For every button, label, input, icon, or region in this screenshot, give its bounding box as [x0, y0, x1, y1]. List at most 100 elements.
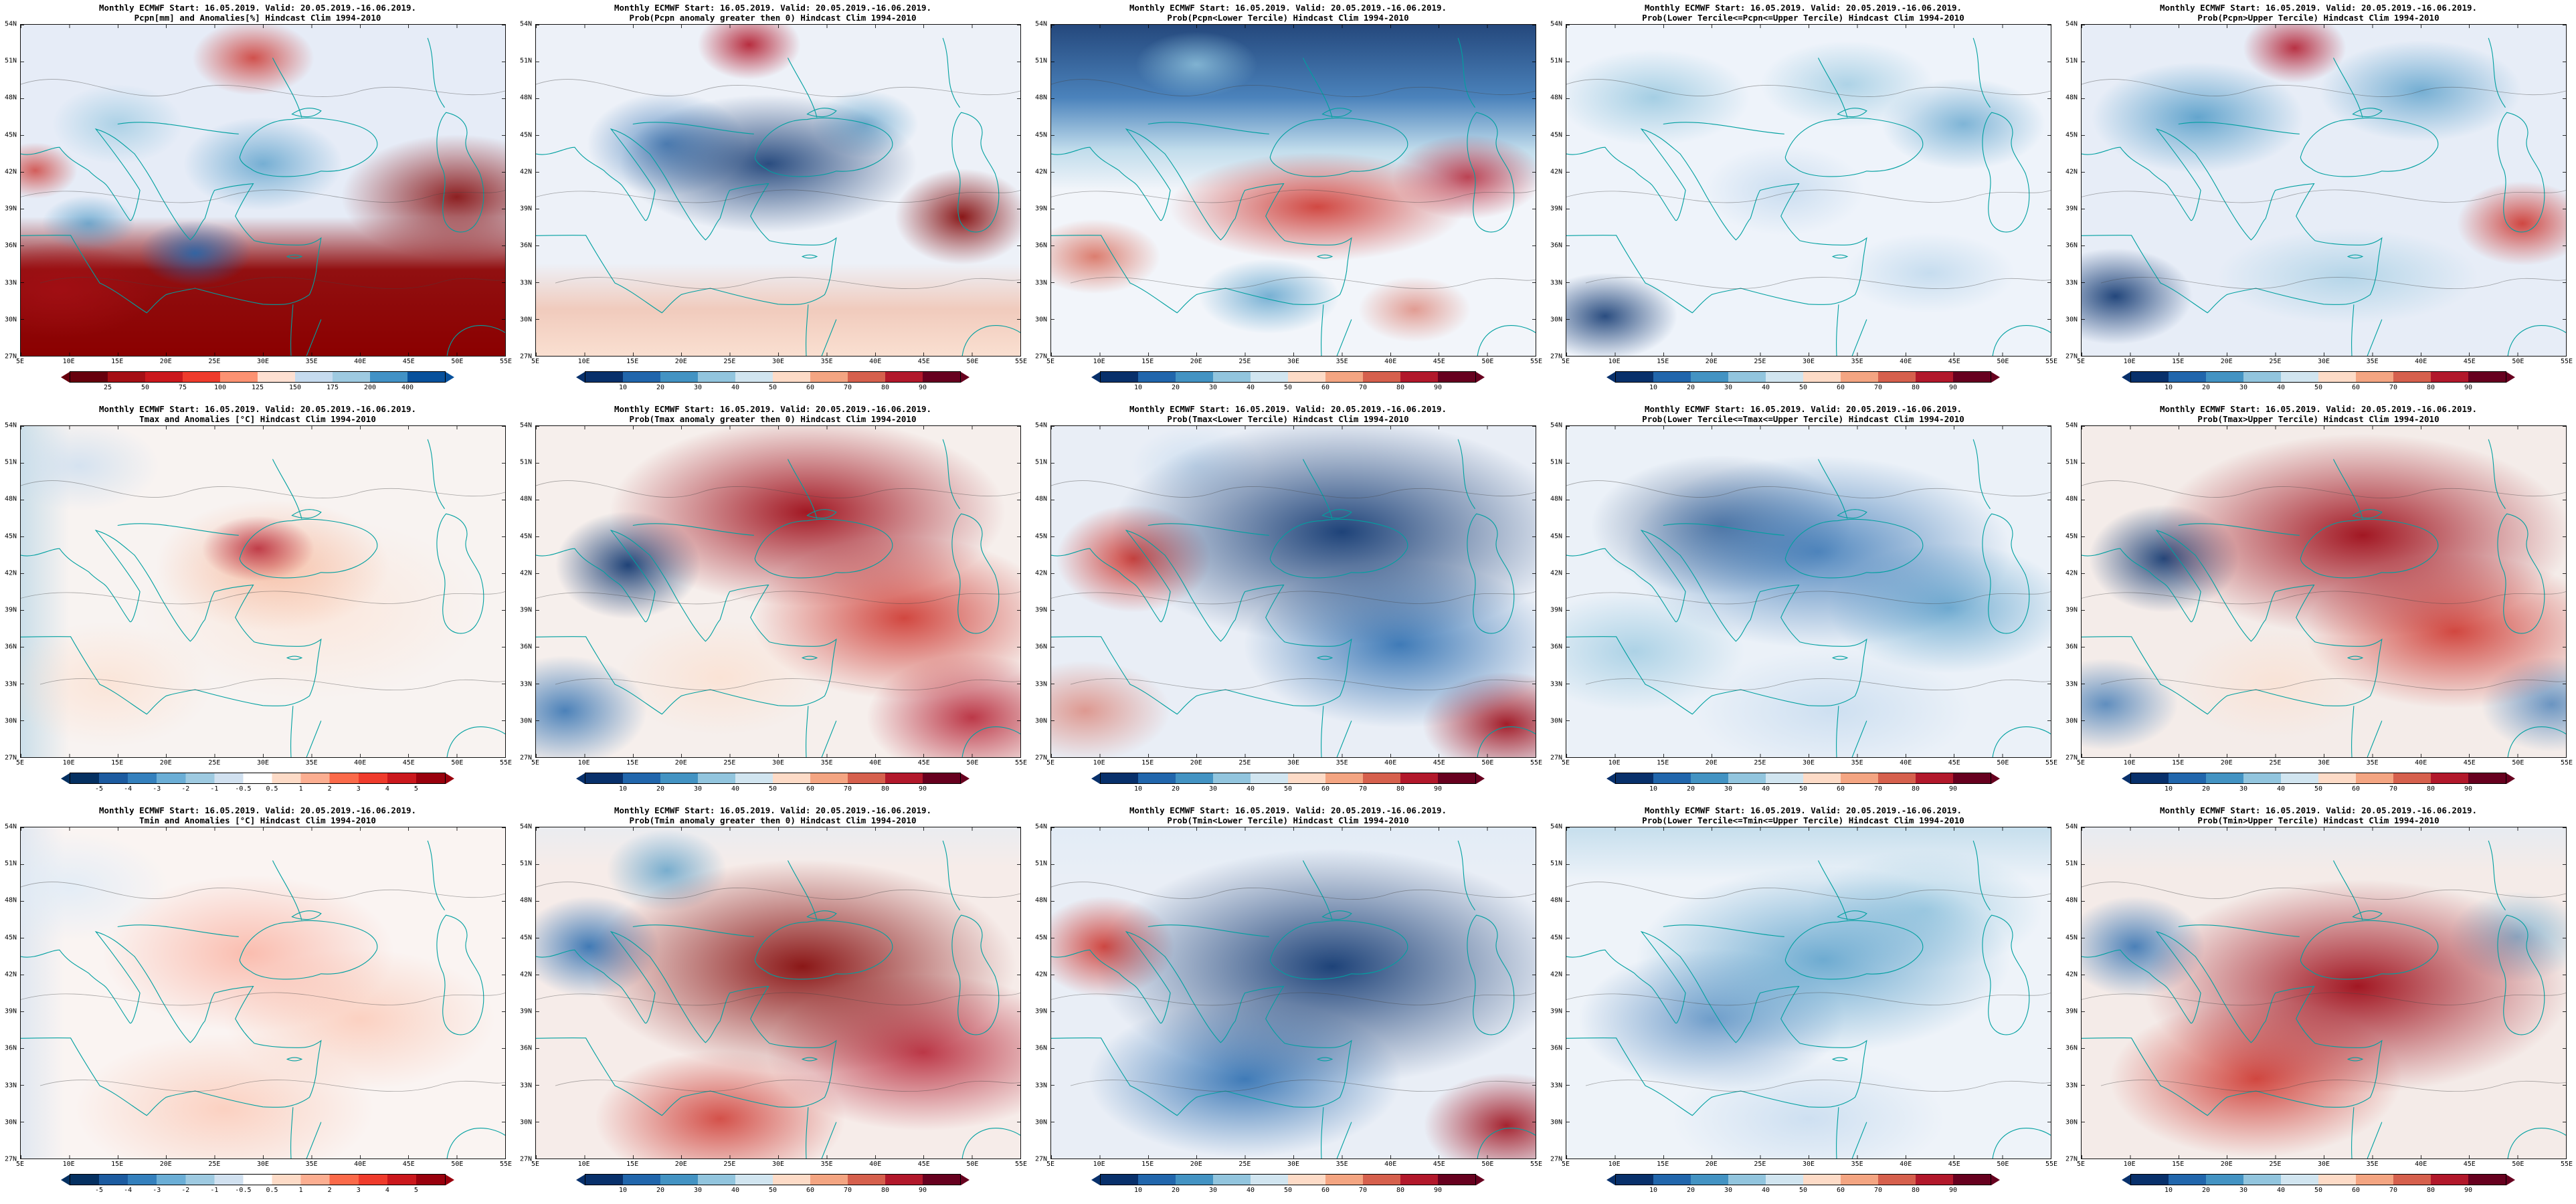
- latitude-axis: 54N 51N 48N 45N 42N 39N 36N 33N 30N 27N: [1030, 421, 1049, 762]
- lon-tick-label: 15E: [1141, 759, 1154, 767]
- lat-tick-label: 30N: [4, 1118, 17, 1126]
- panel-subtitle: Prob(Tmin anomaly greater then 0) Hindca…: [629, 815, 917, 825]
- latitude-axis: 54N 51N 48N 45N 42N 39N 36N 33N 30N 27N: [1546, 823, 1564, 1163]
- colorbar: [2122, 773, 2515, 784]
- lat-tick-label: 33N: [2065, 279, 2078, 287]
- lon-tick-label: 25E: [208, 1161, 221, 1168]
- colorbar-tick-label: 80: [2426, 384, 2435, 391]
- lat-tick-label: 51N: [4, 458, 17, 466]
- lon-tick-label: 10E: [1093, 759, 1105, 767]
- colorbar-tick-label: 80: [1911, 1187, 1920, 1194]
- latitude-axis: 54N 51N 48N 45N 42N 39N 36N 33N 30N 27N: [515, 21, 534, 361]
- colorbar-tick-label: -2: [181, 785, 190, 793]
- coastline-overlay: [21, 426, 505, 757]
- colorbar-tick-label: 20: [1171, 785, 1180, 793]
- colorbar-ticks: 10 20 30 40 50 60 70 80 90: [1616, 785, 1991, 794]
- colorbar-area: -5 -4 -3 -2 -1 -0.5 0.5 1 2 3 4 5: [0, 773, 515, 794]
- lat-tick-label: 48N: [4, 495, 17, 503]
- colorbar-tick-label: 50: [1283, 785, 1293, 793]
- lat-tick-label: 27N: [2065, 754, 2078, 762]
- colorbar-tick-label: 40: [1761, 1187, 1770, 1194]
- colorbar-tick-label: 10: [1133, 384, 1143, 391]
- lon-tick-label: 40E: [2415, 1161, 2427, 1168]
- colorbar-left-arrow: [61, 1174, 70, 1185]
- colorbar-left-arrow: [576, 773, 585, 784]
- lon-tick-label: 50E: [451, 1161, 464, 1168]
- colorbar-tick-label: 20: [2201, 384, 2211, 391]
- lat-tick-label: 36N: [1550, 1044, 1562, 1052]
- lon-tick-label: 30E: [1802, 358, 1815, 365]
- colorbar-tick-label: 0.5: [266, 785, 278, 793]
- colorbar-ticks: 10 20 30 40 50 60 70 80 90: [1101, 1187, 1475, 1195]
- lat-tick-label: 33N: [1034, 1082, 1047, 1090]
- lat-tick-label: 45N: [1034, 532, 1047, 540]
- lat-tick-label: 39N: [1550, 205, 1562, 213]
- lon-tick-label: 25E: [1238, 358, 1251, 365]
- lon-tick-label: 20E: [1190, 358, 1202, 365]
- colorbar-tick-label: -4: [124, 1187, 132, 1194]
- colorbar-ticks: 10 20 30 40 50 60 70 80 90: [585, 785, 960, 794]
- lat-tick-label: 42N: [2065, 569, 2078, 577]
- lon-tick-label: 50E: [1481, 358, 1494, 365]
- panel-subtitle: Pcpn[mm] and Anomalies[%] Hindcast Clim …: [134, 13, 381, 23]
- colorbar-area: 10 20 30 40 50 60 70 80 90: [1030, 1174, 1546, 1195]
- lat-tick-label: 27N: [1034, 754, 1047, 762]
- lon-tick-label: 5E: [1561, 358, 1570, 365]
- colorbar-tick-label: 10: [1133, 785, 1143, 793]
- colorbar-tick-label: 20: [656, 384, 665, 391]
- colorbar-tick-label: 30: [1724, 1187, 1733, 1194]
- lat-tick-label: 54N: [519, 421, 532, 429]
- lat-tick-label: 54N: [1550, 421, 1562, 429]
- colorbar-tick-label: 175: [326, 384, 339, 391]
- lat-tick-label: 36N: [2065, 643, 2078, 651]
- colorbar: [2122, 371, 2515, 383]
- lat-tick-label: 30N: [1034, 717, 1047, 725]
- lon-tick-label: 30E: [771, 358, 785, 365]
- colorbar-right-arrow: [446, 1174, 454, 1185]
- lon-tick-label: 20E: [674, 759, 687, 767]
- colorbar-tick-label: -3: [153, 1187, 161, 1194]
- colorbar-tick-label: 25: [103, 384, 112, 391]
- colorbar-tick-label: 50: [768, 785, 777, 793]
- lon-tick-label: 15E: [626, 358, 639, 365]
- lat-tick-label: 54N: [1034, 823, 1047, 831]
- lat-tick-label: 27N: [2065, 1155, 2078, 1163]
- lon-tick-label: 25E: [2269, 759, 2282, 767]
- colorbar-area: 10 20 30 40 50 60 70 80 90: [2061, 773, 2576, 794]
- lat-tick-label: 48N: [2065, 94, 2078, 102]
- lat-tick-label: 42N: [519, 971, 532, 979]
- lon-tick-label: 55E: [1014, 358, 1028, 365]
- colorbar-tick-label: 20: [1171, 1187, 1180, 1194]
- lon-tick-label: 5E: [15, 1161, 25, 1168]
- colorbar-tick-label: -1: [210, 785, 219, 793]
- colorbar-left-arrow: [1606, 773, 1615, 784]
- lat-tick-label: 51N: [1034, 860, 1047, 868]
- colorbar-area: 10 20 30 40 50 60 70 80 90: [1030, 371, 1546, 393]
- latitude-axis: 54N 51N 48N 45N 42N 39N 36N 33N 30N 27N: [515, 823, 534, 1163]
- colorbar-tick-label: 10: [1649, 785, 1658, 793]
- colorbar-area: -5 -4 -3 -2 -1 -0.5 0.5 1 2 3 4 5: [0, 1174, 515, 1195]
- lat-tick-label: 48N: [2065, 896, 2078, 904]
- lon-tick-label: 15E: [2172, 759, 2185, 767]
- colorbar-tick-label: 0.5: [266, 1187, 278, 1194]
- colorbar-tick-label: 50: [2314, 785, 2323, 793]
- lat-tick-label: 45N: [519, 131, 532, 139]
- lat-tick-label: 54N: [1034, 421, 1047, 429]
- lat-tick-label: 33N: [2065, 1082, 2078, 1090]
- coastline-overlay: [21, 827, 505, 1159]
- colorbar-tick-label: 90: [1433, 785, 1443, 793]
- lon-tick-label: 5E: [2076, 358, 2086, 365]
- colorbar-tick-label: 70: [1358, 384, 1368, 391]
- lat-tick-label: 27N: [519, 1155, 532, 1163]
- colorbar-tick-label: 30: [1208, 785, 1218, 793]
- lon-tick-label: 20E: [2220, 1161, 2233, 1168]
- lat-tick-label: 30N: [2065, 1118, 2078, 1126]
- longitude-axis: 5E 10E 15E 20E 25E 30E 35E 40E 45E 50E 5…: [1562, 358, 2057, 367]
- panel-title: Monthly ECMWF Start: 16.05.2019. Valid: …: [1129, 3, 1447, 13]
- colorbar-ticks: 10 20 30 40 50 60 70 80 90: [2131, 384, 2506, 393]
- colorbar-tick-label: 50: [141, 384, 150, 391]
- colorbar-tick-label: 70: [1873, 785, 1883, 793]
- lon-tick-label: 5E: [2076, 1161, 2086, 1168]
- lon-tick-label: 50E: [966, 358, 979, 365]
- lon-tick-label: 15E: [111, 358, 124, 365]
